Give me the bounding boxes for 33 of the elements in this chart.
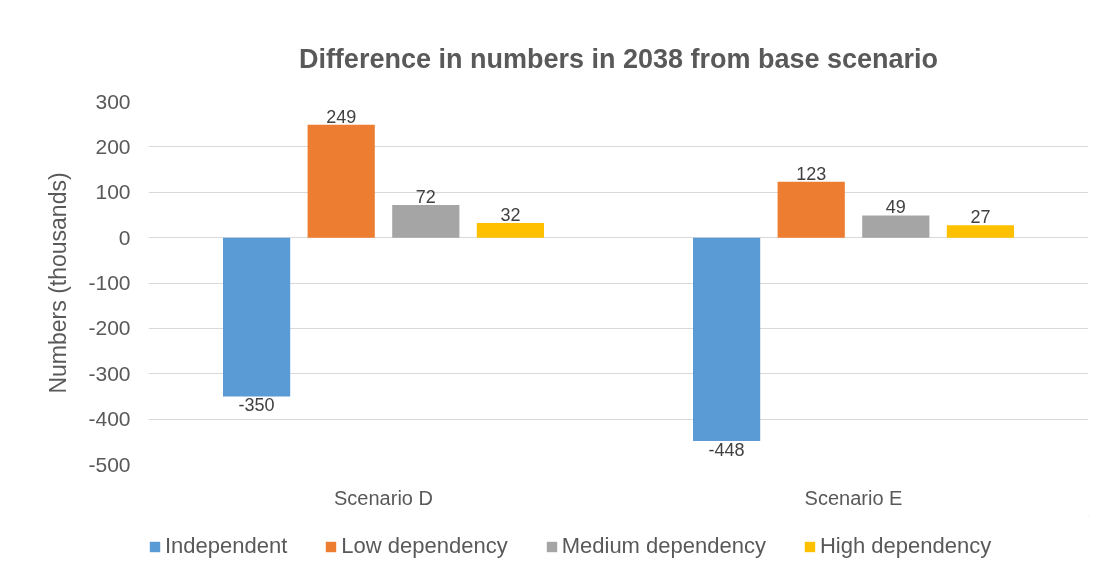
data-label: 27 — [970, 207, 991, 228]
legend-label: High dependency — [819, 533, 992, 559]
bar — [223, 237, 291, 397]
bar — [476, 223, 545, 238]
y-tick-label: -400 — [88, 407, 131, 431]
bar — [862, 215, 930, 238]
bar — [392, 204, 460, 238]
legend-label: Independent — [165, 533, 288, 559]
y-tick-label: 200 — [95, 134, 131, 158]
y-tick-label: -100 — [88, 271, 131, 294]
data-label: -448 — [708, 439, 745, 460]
data-label: 72 — [415, 186, 436, 207]
data-label: 123 — [796, 163, 827, 184]
y-tick-label: -500 — [88, 452, 131, 476]
y-tick-label: 300 — [95, 89, 131, 113]
y-tick-label: -300 — [88, 361, 131, 385]
chart-title: Difference in numbers in 2038 from base scenario — [298, 43, 939, 74]
x-tick-label: Scenario D — [334, 486, 433, 509]
data-label: 249 — [326, 106, 357, 127]
bar — [692, 237, 761, 441]
legend-label: Medium dependency — [561, 533, 766, 559]
bar — [946, 225, 1015, 238]
bar — [307, 124, 375, 238]
data-label: 32 — [500, 205, 521, 226]
data-label: -350 — [238, 395, 275, 416]
y-tick-label: 100 — [95, 180, 131, 204]
x-tick-label: Scenario E — [804, 486, 903, 509]
legend-label: Low dependency — [341, 533, 508, 559]
y-tick-label: -200 — [88, 316, 131, 340]
data-label: 49 — [885, 197, 906, 218]
y-tick-label: 0 — [118, 225, 131, 249]
bar — [777, 181, 845, 238]
y-axis-title: Numbers (thousands) — [45, 172, 72, 394]
